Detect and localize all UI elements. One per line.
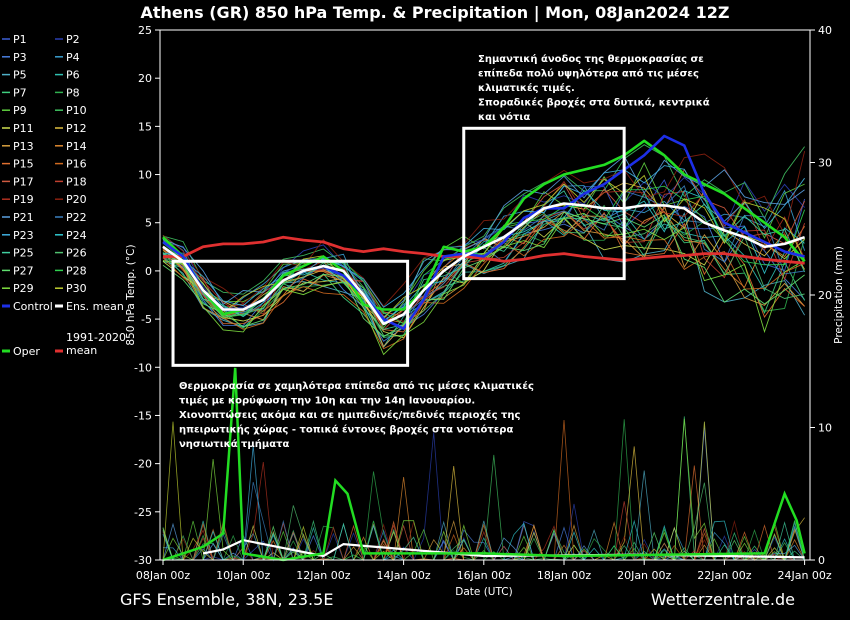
x-tick-label: 16Jan 00z <box>457 569 511 582</box>
legend-label: Control <box>13 300 53 313</box>
legend-label: P22 <box>66 211 87 224</box>
legend-label: P8 <box>66 86 80 99</box>
x-tick-label: 08Jan 00z <box>136 569 190 582</box>
y-left-tick-label: 0 <box>145 265 152 278</box>
x-tick-label: 20Jan 00z <box>617 569 671 582</box>
legend-label: P6 <box>66 69 80 82</box>
member-line-p27 <box>162 211 805 338</box>
y-right-tick-label: 10 <box>818 422 832 435</box>
legend-label: P2 <box>66 33 80 46</box>
legend-label: P9 <box>13 104 27 117</box>
legend-label: P27 <box>13 264 34 277</box>
legend-label: P20 <box>66 193 87 206</box>
legend-label: P25 <box>13 247 34 260</box>
legend-label: Oper <box>13 345 40 358</box>
y-left-tick-label: 20 <box>138 72 152 85</box>
y-left-tick-label: -20 <box>134 458 152 471</box>
x-axis: 08Jan 00z 10Jan 00z 12Jan 00z 14Jan 00z 16Ja… <box>136 560 832 582</box>
footer-model-info: GFS Ensemble, 38N, 23.5E <box>120 590 333 609</box>
legend-label: P12 <box>66 122 87 135</box>
y-left-tick-label: -10 <box>134 361 152 374</box>
legend-label: P19 <box>13 193 34 206</box>
legend-label: P28 <box>66 264 87 277</box>
annotation-line: Θερμοκρασία σε χαμηλότερα επίπεδα από τι… <box>179 380 534 392</box>
legend-label: P11 <box>13 122 34 135</box>
annotation-line: τιμές με κορύφωση την 10η και την 14η Ια… <box>179 395 475 407</box>
legend-label: Ens. mean <box>66 300 124 313</box>
member-line-p20 <box>162 150 806 307</box>
y-left-tick-label: 15 <box>138 120 152 133</box>
highlight-box-2 <box>462 126 626 281</box>
x-tick-label: 14Jan 00z <box>376 569 430 582</box>
x-tick-label: 18Jan 00z <box>537 569 591 582</box>
x-tick-label: 12Jan 00z <box>296 569 350 582</box>
legend-label: P21 <box>13 211 34 224</box>
annotation-line: νησιωτικά τμήματα <box>179 438 290 450</box>
y-left-tick-label: 5 <box>145 217 152 230</box>
annotation-line: Σημαντική άνοδος της θερμοκρασίας σε <box>478 53 704 65</box>
member-line-p10 <box>162 144 805 315</box>
y-right-tick-label: 40 <box>818 24 832 37</box>
legend-label: P29 <box>13 282 34 295</box>
legend-label: 1991-2020 mean <box>66 331 126 357</box>
y-right-tick-label: 30 <box>818 157 832 170</box>
highlight-box-1 <box>171 259 410 367</box>
legend-label: P23 <box>13 229 34 242</box>
legend-label: P13 <box>13 140 34 153</box>
member-line-p16 <box>162 219 805 350</box>
chart-title: Athens (GR) 850 hPa Temp. & Precipitatio… <box>140 3 729 23</box>
footer-source: Wetterzentrale.de <box>651 590 795 609</box>
y-left-tick-label: -30 <box>134 554 152 567</box>
legend-label: P14 <box>66 140 87 153</box>
precip-ens-mean-line <box>202 538 805 559</box>
y-axis-left: 25 20 15 10 5 0 -5 -10 -15 -20 -25 -30 <box>134 24 160 567</box>
member-line-p15 <box>162 211 805 333</box>
annotation-line: επίπεδα πολύ υψηλότερα από τις μέσες <box>478 68 699 80</box>
x-axis-label: Date (UTC) <box>455 586 512 598</box>
legend-label: P10 <box>66 104 87 117</box>
precip-oper-line <box>162 367 806 562</box>
annotation-line: Χιονοπτώσεις ακόμα και σε ημιπεδινές/πεδ… <box>179 409 520 421</box>
member-line-p9 <box>162 161 805 329</box>
annotation-line: και νότια <box>478 111 530 123</box>
legend-label: P1 <box>13 33 27 46</box>
member-line-p14 <box>162 211 805 324</box>
y-left-tick-label: -15 <box>134 409 152 422</box>
legend: P1 P2 P3 P4 P5 P6 P7 P8 P9 P10 P11 P12 P13 P14 P15 P16 P… <box>2 33 126 358</box>
x-tick-label: 22Jan 00z <box>697 569 751 582</box>
legend-label: P5 <box>13 69 27 82</box>
legend-label: P17 <box>13 175 34 188</box>
climate-mean-line <box>163 235 805 265</box>
legend-label: P3 <box>13 51 27 64</box>
member-line-p30 <box>162 174 806 320</box>
legend-label: P18 <box>66 175 87 188</box>
legend-label: P15 <box>13 158 34 171</box>
y-right-tick-label: 20 <box>818 289 832 302</box>
legend-label: P30 <box>66 282 87 295</box>
y-axis-right-label: Precipitation (mm) <box>833 246 845 344</box>
x-tick-label: 24Jan 00z <box>777 569 831 582</box>
legend-label: P24 <box>66 229 87 242</box>
y-left-tick-label: 10 <box>138 169 152 182</box>
ens-mean-line <box>162 202 806 326</box>
member-line-p23 <box>162 165 805 308</box>
y-axis-left-label: 850 hPa Temp. (°C) <box>125 244 137 345</box>
legend-label: P26 <box>66 247 87 260</box>
legend-label: P4 <box>66 51 80 64</box>
annotation-line: Σποραδικές βροχές στα δυτικά, κεντρικά <box>478 97 710 109</box>
annotation-line: ηπειρωτικής χώρας - τοπικά έντονες βροχέ… <box>179 424 513 436</box>
legend-label: P7 <box>13 86 27 99</box>
legend-label: P16 <box>66 158 87 171</box>
y-right-tick-label: 0 <box>818 554 825 567</box>
y-left-tick-label: -5 <box>141 313 152 326</box>
x-tick-label: 10Jan 00z <box>216 569 270 582</box>
y-left-tick-label: -25 <box>134 506 152 519</box>
annotation-line: κλιματικές τιμές. <box>478 82 575 94</box>
annotations: Σημαντική άνοδος της θερμοκρασίας σε επίπ… <box>179 53 710 450</box>
y-axis-right: 40 30 20 10 0 <box>810 24 832 567</box>
y-left-tick-label: 25 <box>138 24 152 37</box>
